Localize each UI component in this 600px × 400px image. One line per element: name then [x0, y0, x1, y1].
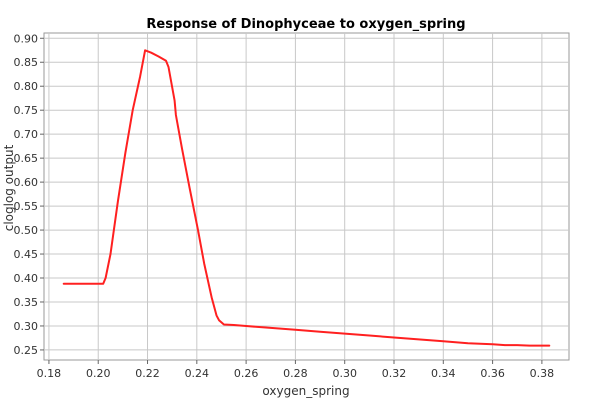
x-axis: 0.18 0.20 0.22 0.24 0.26 0.28 0.30 0.32 0.34 0.36… — [37, 360, 554, 380]
y-tick-label: 0.85 — [14, 56, 39, 69]
y-tick-label: 0.30 — [14, 320, 39, 333]
y-tick-label: 0.90 — [14, 32, 39, 45]
y-tick-label: 0.65 — [14, 152, 39, 165]
x-tick-label: 0.20 — [86, 367, 111, 380]
y-axis: 0.25 0.30 0.35 0.40 0.45 0.50 0.55 0.60 0.65 0.70… — [14, 32, 44, 357]
y-gridlines — [44, 37, 569, 351]
y-axis-label: cloglog output — [2, 144, 16, 231]
y-tick-label: 0.60 — [14, 176, 39, 189]
y-tick-label: 0.80 — [14, 80, 39, 93]
x-tick-label: 0.26 — [234, 367, 259, 380]
y-tick-label: 0.75 — [14, 104, 39, 117]
x-tick-label: 0.38 — [530, 367, 555, 380]
y-tick-label: 0.40 — [14, 272, 39, 285]
y-tick-label: 0.70 — [14, 128, 39, 141]
x-gridlines — [48, 33, 543, 360]
y-tick-label: 0.25 — [14, 344, 39, 357]
x-tick-label: 0.34 — [431, 367, 456, 380]
y-tick-label: 0.55 — [14, 200, 39, 213]
y-tick-label: 0.50 — [14, 224, 39, 237]
x-tick-label: 0.32 — [382, 367, 407, 380]
x-tick-label: 0.36 — [480, 367, 505, 380]
x-tick-label: 0.18 — [37, 367, 62, 380]
response-curve — [62, 49, 551, 347]
x-tick-label: 0.22 — [135, 367, 160, 380]
x-tick-label: 0.24 — [185, 367, 210, 380]
x-tick-label: 0.28 — [283, 367, 308, 380]
y-tick-label: 0.35 — [14, 296, 39, 309]
y-tick-label: 0.45 — [14, 248, 39, 261]
plot-area — [43, 32, 570, 361]
x-tick-label: 0.30 — [332, 367, 357, 380]
x-axis-label: oxygen_spring — [262, 384, 349, 398]
chart-title: Response of Dinophyceae to oxygen_spring — [146, 17, 465, 32]
series-group — [62, 49, 551, 347]
